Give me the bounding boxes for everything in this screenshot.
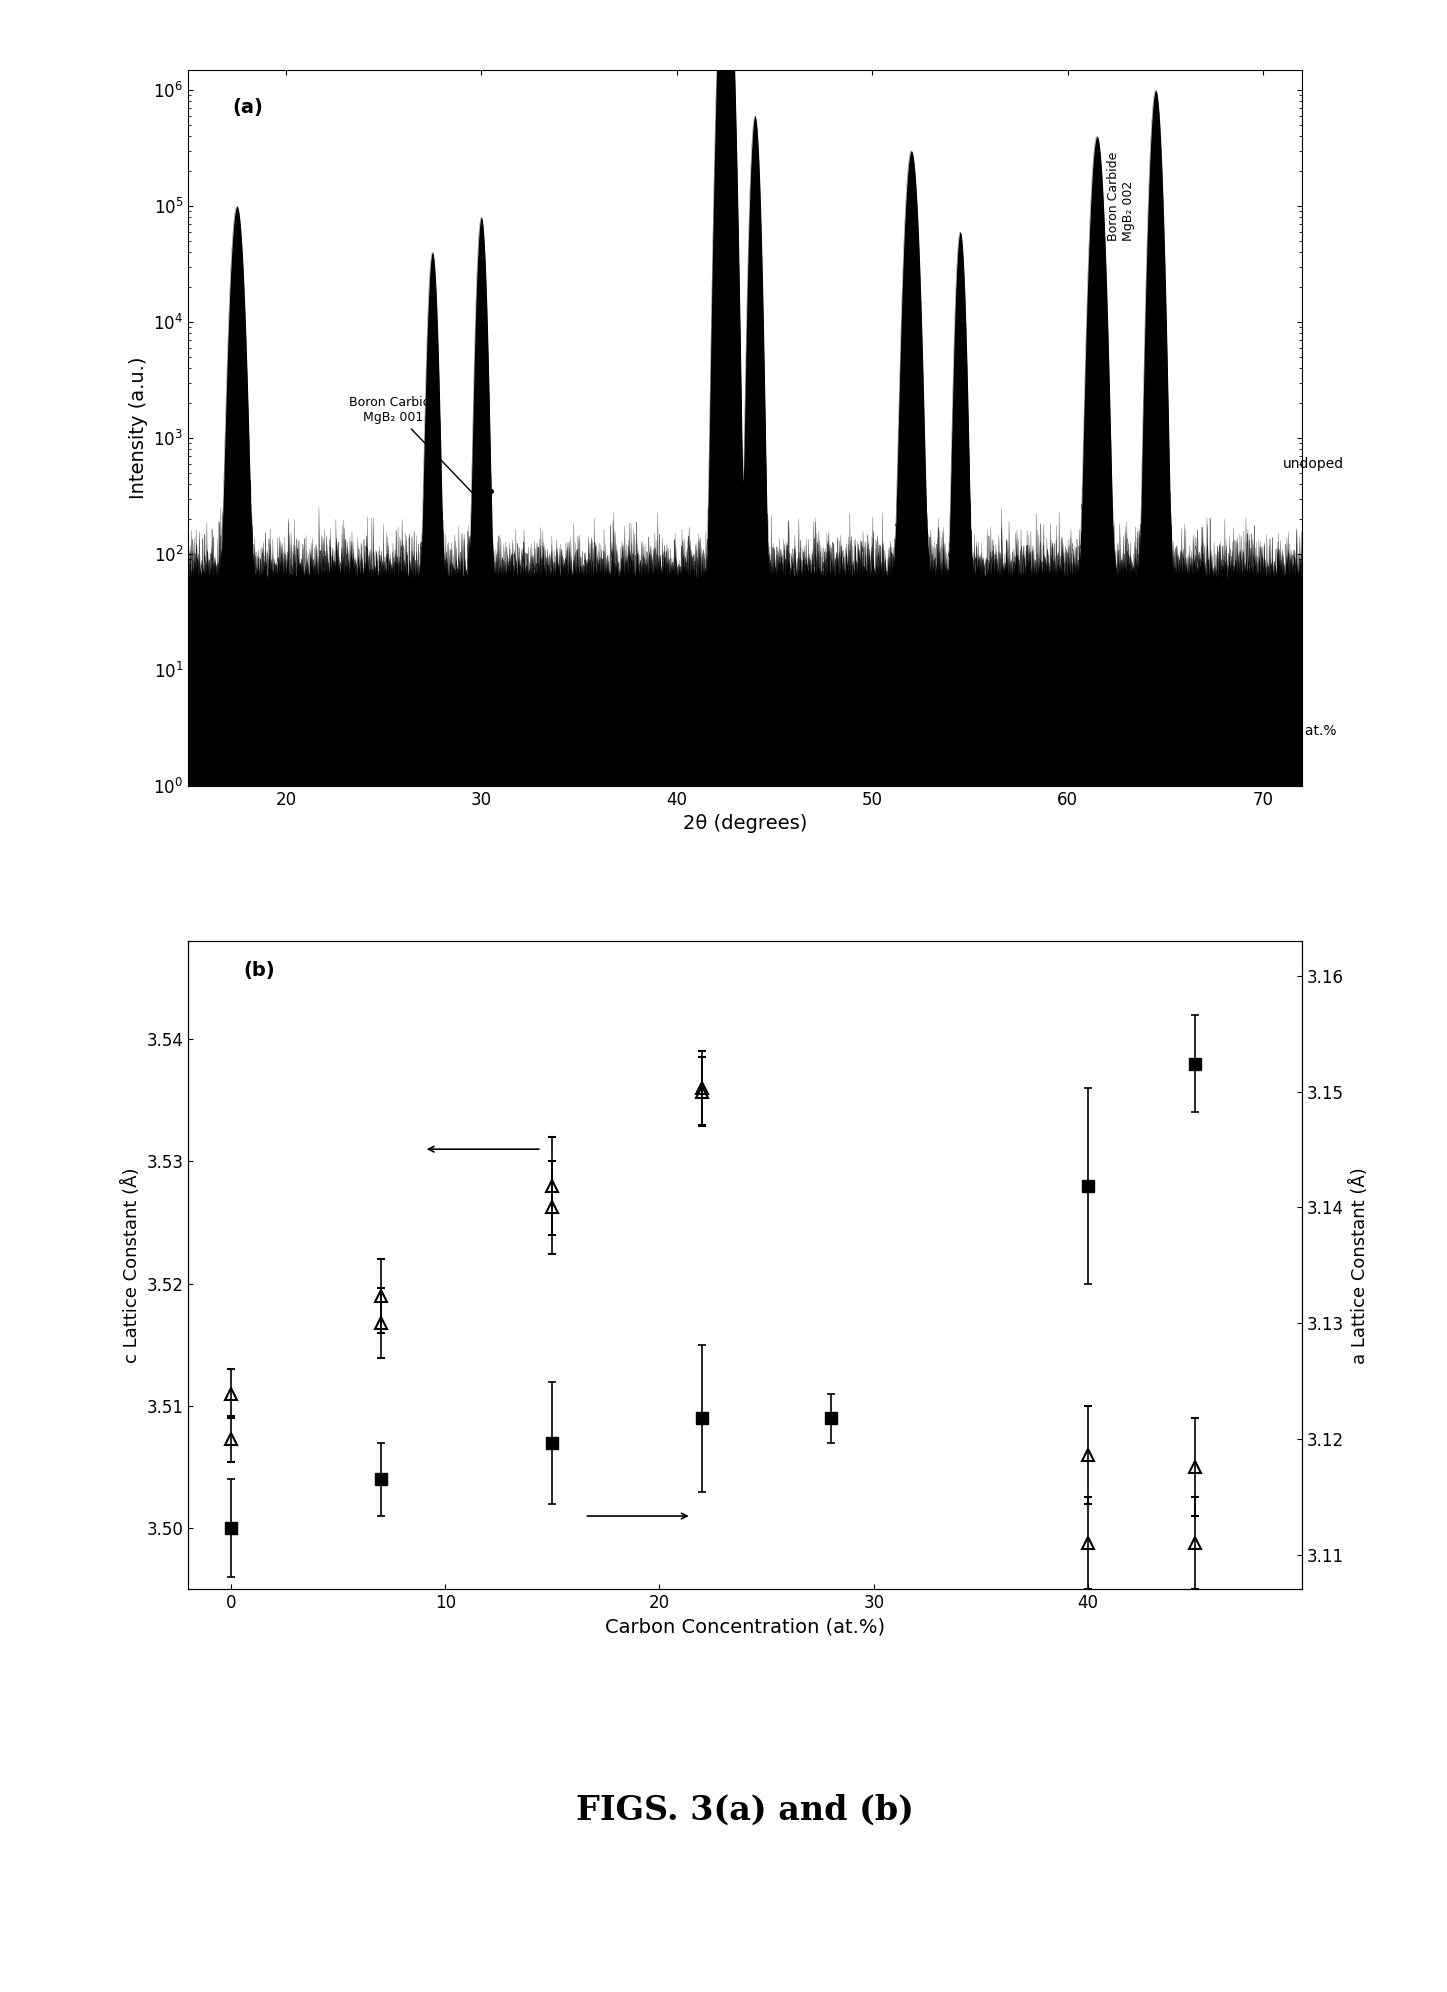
Text: 45 at.%: 45 at.% (1282, 723, 1336, 737)
X-axis label: Carbon Concentration (at.%): Carbon Concentration (at.%) (605, 1618, 886, 1637)
Text: FIGS. 3(a) and (b): FIGS. 3(a) and (b) (576, 1793, 915, 1827)
Text: ?: ? (896, 476, 907, 494)
Text: (a): (a) (233, 98, 263, 118)
Text: Boron Carbide
MgB₂ 002: Boron Carbide MgB₂ 002 (1107, 151, 1134, 241)
Y-axis label: Intensity (a.u.): Intensity (a.u.) (129, 357, 148, 500)
Text: *: * (232, 418, 243, 438)
Text: *: * (955, 476, 965, 494)
Y-axis label: c Lattice Constant (Å): c Lattice Constant (Å) (122, 1167, 140, 1363)
Text: Boron Carbide
MgB₂ 001: Boron Carbide MgB₂ 001 (349, 396, 479, 500)
X-axis label: 2θ (degrees): 2θ (degrees) (683, 815, 807, 833)
Y-axis label: a Lattice Constant (Å): a Lattice Constant (Å) (1350, 1167, 1369, 1365)
Text: undoped: undoped (1282, 456, 1344, 470)
Text: (b): (b) (243, 960, 275, 980)
